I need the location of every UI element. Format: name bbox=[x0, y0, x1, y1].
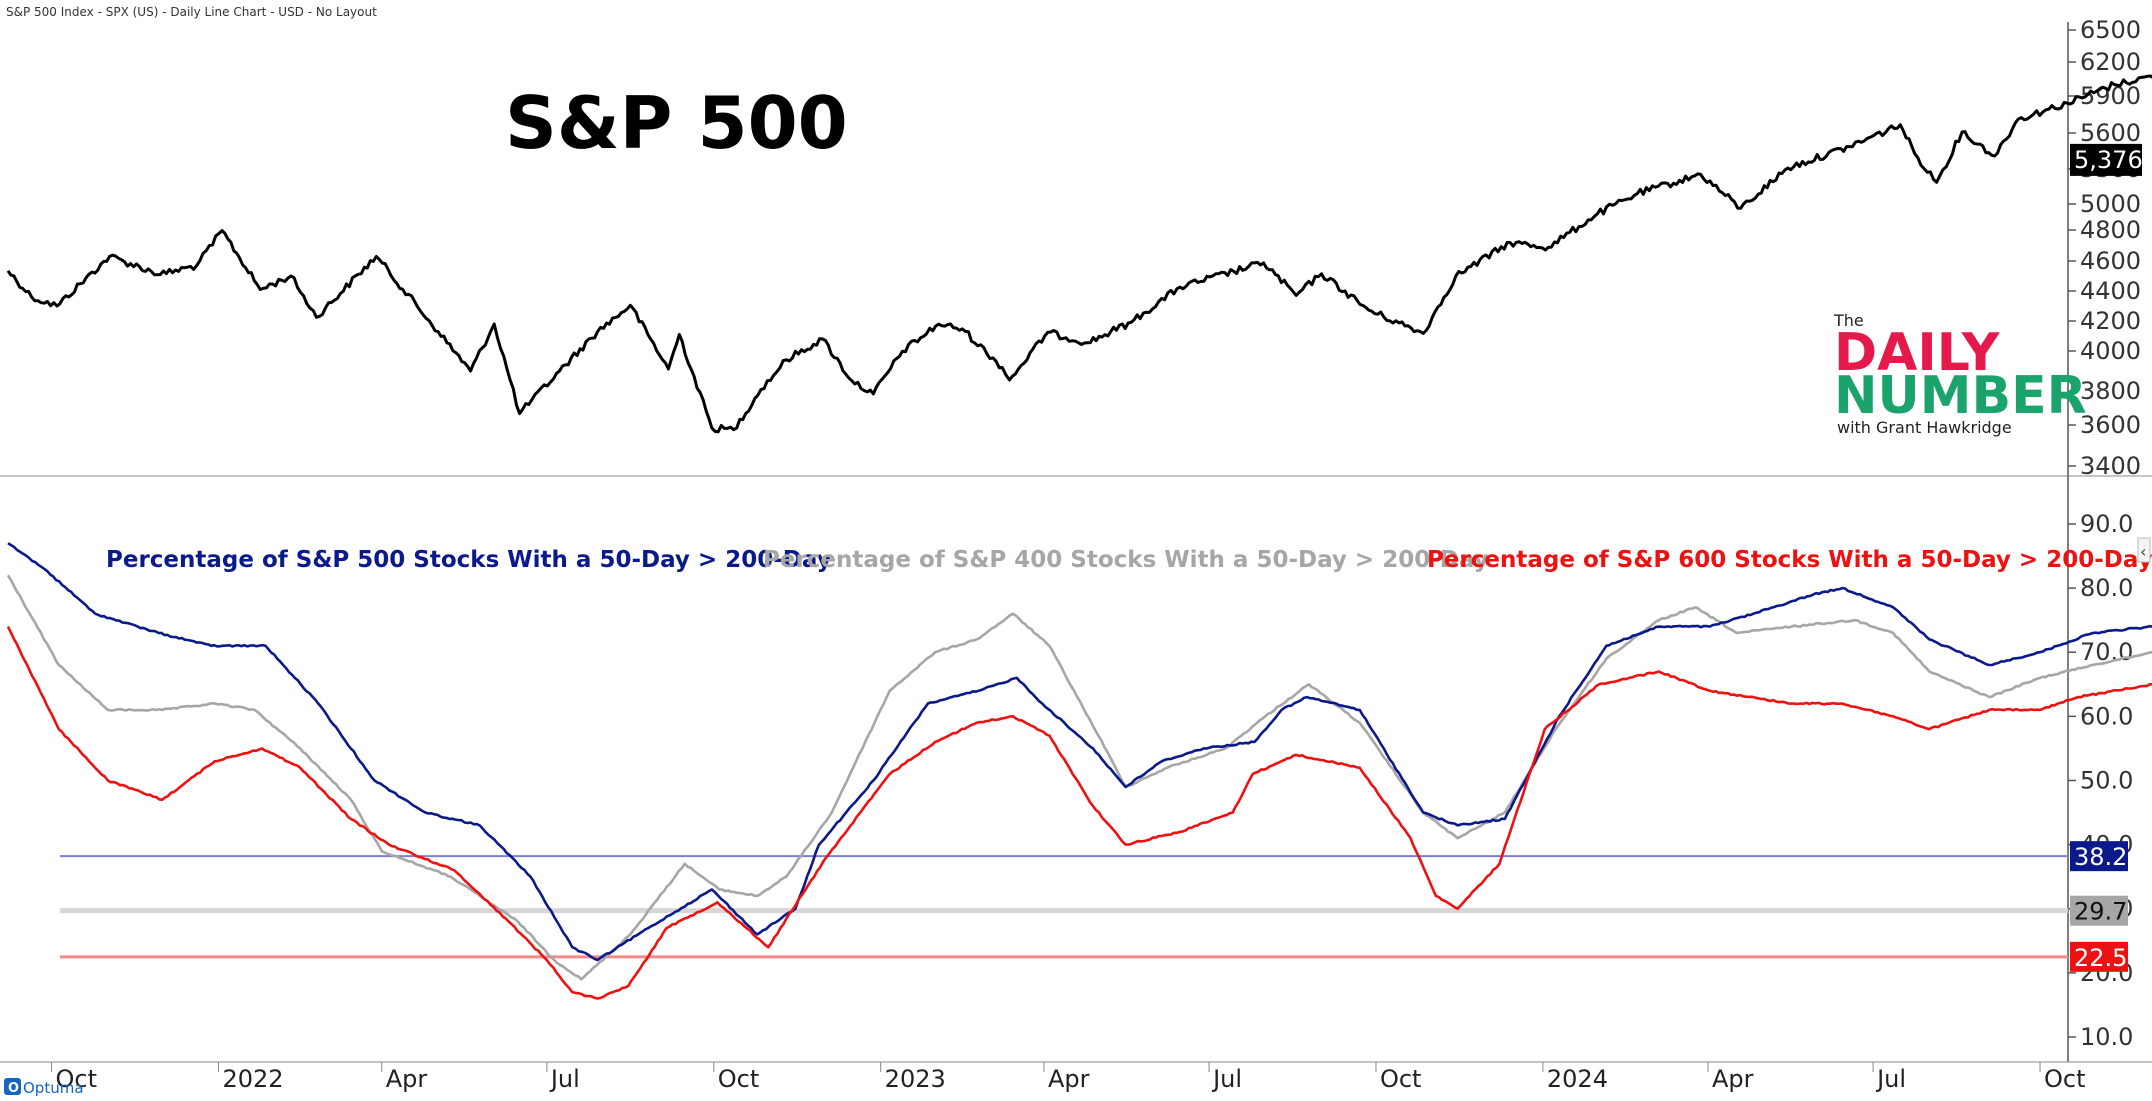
chevron-left-icon[interactable]: ‹ bbox=[2140, 542, 2146, 561]
x-tick-label: Apr bbox=[386, 1065, 428, 1093]
optuma-logo-glyph: O bbox=[8, 1081, 19, 1096]
logo-byline: with Grant Hawkridge bbox=[1837, 418, 2012, 437]
breadth-last-value-box bbox=[2070, 841, 2128, 872]
x-tick-label: Oct bbox=[56, 1065, 97, 1093]
optuma-logo-text: Optuma bbox=[23, 1079, 84, 1097]
breadth-last-value-badges: 38.2 29.7 22.5 bbox=[2070, 841, 2128, 972]
x-tick-label: Oct bbox=[1380, 1065, 1422, 1093]
logo-number: NUMBER bbox=[1834, 366, 2087, 426]
breadth-panel: 10.020.030.040.050.060.070.080.090.0 38.… bbox=[0, 476, 2152, 1093]
price-tick-label: 4000 bbox=[2080, 337, 2141, 365]
x-tick-label: Jul bbox=[1211, 1065, 1242, 1093]
breadth-series-lines bbox=[6, 542, 2152, 1000]
logo-daily: DAILY bbox=[1834, 323, 2001, 383]
price-last-value-label: 5,376 bbox=[2074, 146, 2143, 174]
x-tick-label: 2024 bbox=[1547, 1065, 1608, 1093]
price-tick-label: 5600 bbox=[2080, 119, 2141, 147]
breadth-last-value-label: 38.2 bbox=[2074, 843, 2127, 871]
price-tick-label: 4200 bbox=[2080, 307, 2141, 335]
price-tick-label: 3600 bbox=[2080, 411, 2141, 439]
x-tick-label: Apr bbox=[1048, 1065, 1090, 1093]
breadth-series-line bbox=[7, 542, 2152, 962]
price-tick-label: 3400 bbox=[2080, 452, 2141, 480]
chart-legend: Percentage of S&P 500 Stocks With a 50-D… bbox=[106, 547, 2152, 573]
breadth-last-value-box bbox=[2070, 895, 2128, 926]
legend-sp600: Percentage of S&P 600 Stocks With a 50-D… bbox=[1427, 547, 2152, 573]
breadth-tick-label: 80.0 bbox=[2080, 574, 2133, 602]
x-tick-label: Oct bbox=[2044, 1065, 2086, 1093]
x-tick-label: 2022 bbox=[222, 1065, 283, 1093]
optuma-logo: O Optuma bbox=[4, 1078, 84, 1097]
x-axis-ticks: Oct 2022 Apr Jul Oct 2023 Apr Jul Oct 2024 Apr Jul O… bbox=[51, 1062, 2086, 1093]
x-tick-label: Apr bbox=[1712, 1065, 1754, 1093]
price-tick-label: 3800 bbox=[2080, 377, 2141, 405]
price-tick-label: 6500 bbox=[2080, 16, 2141, 44]
price-y-ticks: 3400360038004000420044004600480050005300… bbox=[2068, 16, 2141, 480]
panel-scroll-handle[interactable]: ‹ bbox=[2137, 537, 2151, 563]
x-tick-label: Jul bbox=[1875, 1065, 1906, 1093]
breadth-series-line bbox=[6, 626, 2152, 1000]
price-tick-label: 4600 bbox=[2080, 247, 2141, 275]
breadth-tick-label: 10.0 bbox=[2080, 1023, 2133, 1051]
breadth-last-value-label: 29.7 bbox=[2074, 898, 2127, 926]
legend-sp400: Percentage of S&P 400 Stocks With a 50-D… bbox=[763, 547, 1489, 573]
breadth-series-line bbox=[6, 574, 2152, 981]
legend-sp500: Percentage of S&P 500 Stocks With a 50-D… bbox=[106, 547, 832, 573]
optuma-logo-mark bbox=[4, 1078, 21, 1095]
x-tick-label: Oct bbox=[718, 1065, 760, 1093]
breadth-tick-label: 60.0 bbox=[2080, 702, 2133, 730]
x-tick-label: 2023 bbox=[885, 1065, 946, 1093]
scroll-handle-box[interactable] bbox=[2137, 537, 2151, 563]
price-tick-label: 4800 bbox=[2080, 216, 2141, 244]
price-tick-label: 6200 bbox=[2080, 48, 2141, 76]
sp500-price-line bbox=[6, 74, 2152, 434]
x-tick-label: Jul bbox=[549, 1065, 580, 1093]
reference-lines bbox=[60, 855, 2068, 959]
price-tick-label: 4400 bbox=[2080, 277, 2141, 305]
breadth-last-value-label: 22.5 bbox=[2074, 944, 2127, 972]
price-tick-label: 5000 bbox=[2080, 190, 2141, 218]
price-last-value-badge: 5,376 bbox=[2070, 143, 2143, 176]
logo-the: The bbox=[1833, 311, 1864, 330]
chart-header: S&P 500 Index - SPX (US) - Daily Line Ch… bbox=[6, 5, 377, 19]
breadth-tick-label: 50.0 bbox=[2080, 766, 2133, 794]
price-chart-title: S&P 500 bbox=[505, 81, 848, 165]
breadth-tick-label: 90.0 bbox=[2080, 510, 2133, 538]
breadth-last-value-box bbox=[2070, 941, 2128, 972]
daily-number-logo: The DAILY NUMBER with Grant Hawkridge bbox=[1833, 311, 2087, 437]
price-last-value-box bbox=[2070, 143, 2142, 176]
